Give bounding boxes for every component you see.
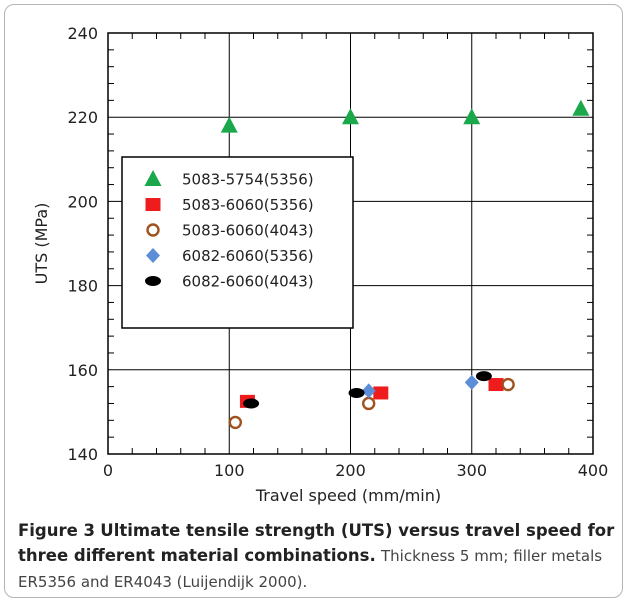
legend-marker-0 [144,170,162,186]
tick-labels: 0 100 200 300 400 140 160 180 200 220 240 [67,24,608,480]
legend-marker-1 [145,198,161,211]
x-axis-label: Travel speed (mm/min) [255,486,441,505]
caption-body: Thickness 5 mm; filler metals ER5356 and… [18,547,603,591]
data-point-series-0 [220,116,238,133]
legend-label-3: 6082-6060(5356) [182,247,314,265]
figure-caption: Figure 3 Ultimate tensile strength (UTS)… [18,518,618,595]
legend-marker-4 [145,276,161,286]
data-point-series-2 [361,396,376,411]
data-point-series-4 [243,398,260,409]
y-tick-label: 200 [67,192,98,211]
y-tick-label: 140 [67,445,98,464]
figure-frame [4,4,623,598]
x-tick-label: 0 [103,461,113,480]
data-point-series-0 [342,108,359,125]
legend-marker-2 [146,223,160,237]
y-axis-label: UTS (MPa) [32,203,51,285]
data-point-series-1 [373,386,389,400]
data-point-series-2 [228,415,243,430]
plot-border [107,32,594,455]
legend: 5083-5754(5356) 5083-6060(5356) 5083-6060(… [121,156,354,329]
data-point-series-3 [464,374,479,390]
data-point-series-0 [572,99,590,116]
legend-label-1: 5083-6060(5356) [182,196,314,214]
data-point-series-2 [501,377,515,392]
data-points [220,99,590,430]
x-tick-label: 100 [214,461,245,480]
legend-label-2: 5083-6060(4043) [182,222,314,240]
data-point-series-0 [463,108,481,125]
legend-marker-3 [146,248,160,263]
y-tick-label: 240 [67,24,98,43]
legend-label-0: 5083-5754(5356) [182,171,314,189]
x-tick-label: 400 [578,461,609,480]
caption-title: Ultimate tensile strength (UTS) versus t… [18,521,615,565]
data-point-series-4 [475,371,492,382]
legend-label-4: 6082-6060(4043) [182,273,314,291]
data-point-series-1 [488,378,504,392]
caption-label: Figure 3 [18,521,96,540]
y-tick-label: 180 [67,277,98,296]
y-tick-label: 160 [67,361,98,380]
data-point-series-3 [361,383,376,399]
uts-scatter-chart: 0 100 200 300 400 140 160 180 200 220 240 Travel s… [32,24,608,505]
x-tick-label: 300 [456,461,487,480]
y-tick-label: 220 [67,108,98,127]
data-point-series-4 [348,387,365,398]
x-tick-label: 200 [335,461,366,480]
axis-ticks [108,33,593,454]
